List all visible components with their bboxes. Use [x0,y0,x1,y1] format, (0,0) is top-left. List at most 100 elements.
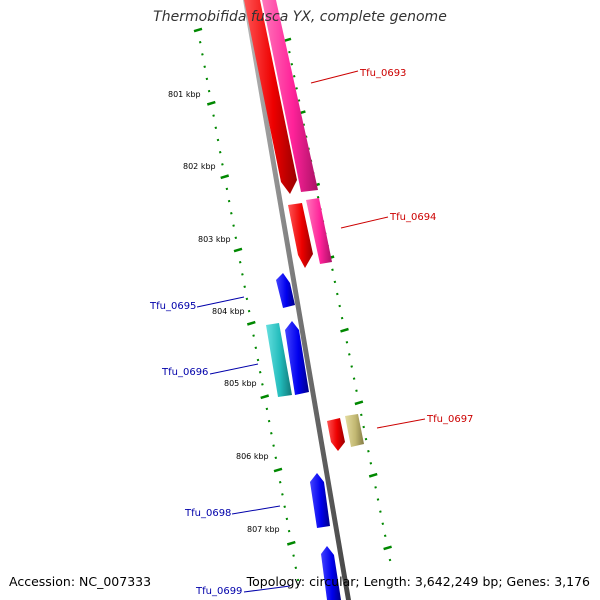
track-bar-tfu-0697 [345,414,364,447]
tick-dot-left [232,224,235,227]
kbp-label: 802 kbp [183,162,216,171]
tick-dot-left [243,285,246,288]
tick-dot-right [292,75,296,78]
gene-label-tfu-0696[interactable]: Tfu_0696 [161,367,208,378]
tick-dot-left [201,53,204,56]
tick-dot-left [285,517,289,521]
tick-dot-right [379,510,382,513]
tick-dot-left [230,212,233,215]
tick-dot-left [238,260,242,264]
gene-arrow-tfu-0697[interactable] [327,418,345,451]
tick-dot-right [316,195,320,199]
tick-dot-left [225,187,229,191]
tick-dot-left [273,467,283,473]
tick-dot-right [383,534,387,538]
leader-line-tfu-0694 [340,216,389,229]
tick-dot-left [270,432,273,435]
tick-dot-left [234,236,238,240]
tick-dot-right [338,304,341,308]
tick-dot-right [369,462,373,465]
tick-dot-left [256,358,260,362]
tick-dot-left [246,320,256,326]
tick-dot-right [355,389,358,392]
leader-line-tfu-0699 [243,585,291,593]
gene-label-tfu-0699[interactable]: Tfu_0699 [195,586,242,597]
tick-dot-left [286,540,296,546]
tick-dot-right [333,280,337,284]
tick-dot-left [203,65,206,68]
gene-arrow-tfu-0696[interactable] [285,321,309,395]
tick-dot-left [220,174,230,180]
kbp-label: 806 kbp [236,452,269,461]
genome-backbone [243,0,351,600]
tick-dot-left [272,444,275,447]
leader-line-tfu-0696 [209,363,259,375]
tick-dot-right [383,545,392,551]
topology-text: Topology: circular; Length: 3,642,249 bp… [246,574,590,589]
tick-dot-left [207,89,211,93]
leader-line-tfu-0695 [196,296,245,308]
tick-dot-right [376,498,380,501]
gene-label-tfu-0697[interactable]: Tfu_0697 [426,414,473,425]
tick-dot-right [290,62,294,66]
tick-dot-right [340,316,344,320]
leader-line-tfu-0697 [376,418,426,429]
tick-dot-left [216,138,220,142]
tick-dot-left [205,77,209,81]
tick-dot-left [233,247,243,253]
gene-arrow-tfu-0699[interactable] [321,546,341,600]
tick-dot-left [267,419,271,423]
tick-dot-right [352,377,356,380]
tick-dot-right [367,449,370,453]
tick-dot-left [258,370,262,374]
tick-dot-right [381,522,385,525]
kbp-label: 805 kbp [224,379,257,388]
tick-dot-right [362,425,365,429]
tick-dot-right [295,87,298,90]
tick-dot-right [388,558,392,562]
tick-dot-right [360,413,363,417]
tick-dot-left [227,199,231,203]
track-bar-tfu-0694 [306,198,332,264]
gene-arrow-tfu-0694[interactable] [288,203,313,268]
tick-dot-left [265,407,269,411]
leader-line-tfu-0698 [231,505,281,515]
tick-dot-left [241,273,244,276]
gene-arrow-tfu-0695[interactable] [276,273,295,308]
gene-label-tfu-0693[interactable]: Tfu_0693 [359,68,406,79]
tick-dot-right [340,327,349,333]
tick-dot-right [368,472,378,478]
tick-dot-left [221,163,224,166]
tick-dot-right [364,437,368,441]
tick-dot-right [288,50,291,54]
gene-arrow-tfu-0698[interactable] [310,473,330,528]
tick-dot-right [354,400,364,406]
tick-dot-left [296,578,300,582]
gene-label-tfu-0695[interactable]: Tfu_0695 [149,301,196,312]
tick-dot-left [294,566,298,570]
tick-dot-left [193,27,203,33]
tick-dot-left [218,150,222,154]
tick-dot-right [348,353,351,356]
tick-dot-right [374,486,377,489]
kbp-label: 803 kbp [198,235,231,244]
tick-dot-left [261,383,264,386]
accession-text: Accession: NC_007333 [9,574,152,589]
tick-dot-right [336,292,339,296]
gene-label-tfu-0694[interactable]: Tfu_0694 [389,212,436,223]
gene-arrow-tfu-0693[interactable] [244,0,297,194]
kbp-label: 807 kbp [247,525,280,534]
page-title: Thermobifida fusca YX, complete genome [153,9,447,25]
tick-dot-left [283,505,286,508]
tick-dot-left [292,554,295,557]
tick-dot-left [287,529,291,533]
tick-dot-right [350,365,353,368]
tick-dot-left [278,480,282,484]
gene-label-tfu-0698[interactable]: Tfu_0698 [184,508,231,519]
kbp-label: 804 kbp [212,307,245,316]
tick-dot-left [281,493,284,496]
tick-dot-left [274,456,278,460]
tick-dot-left [245,297,249,301]
